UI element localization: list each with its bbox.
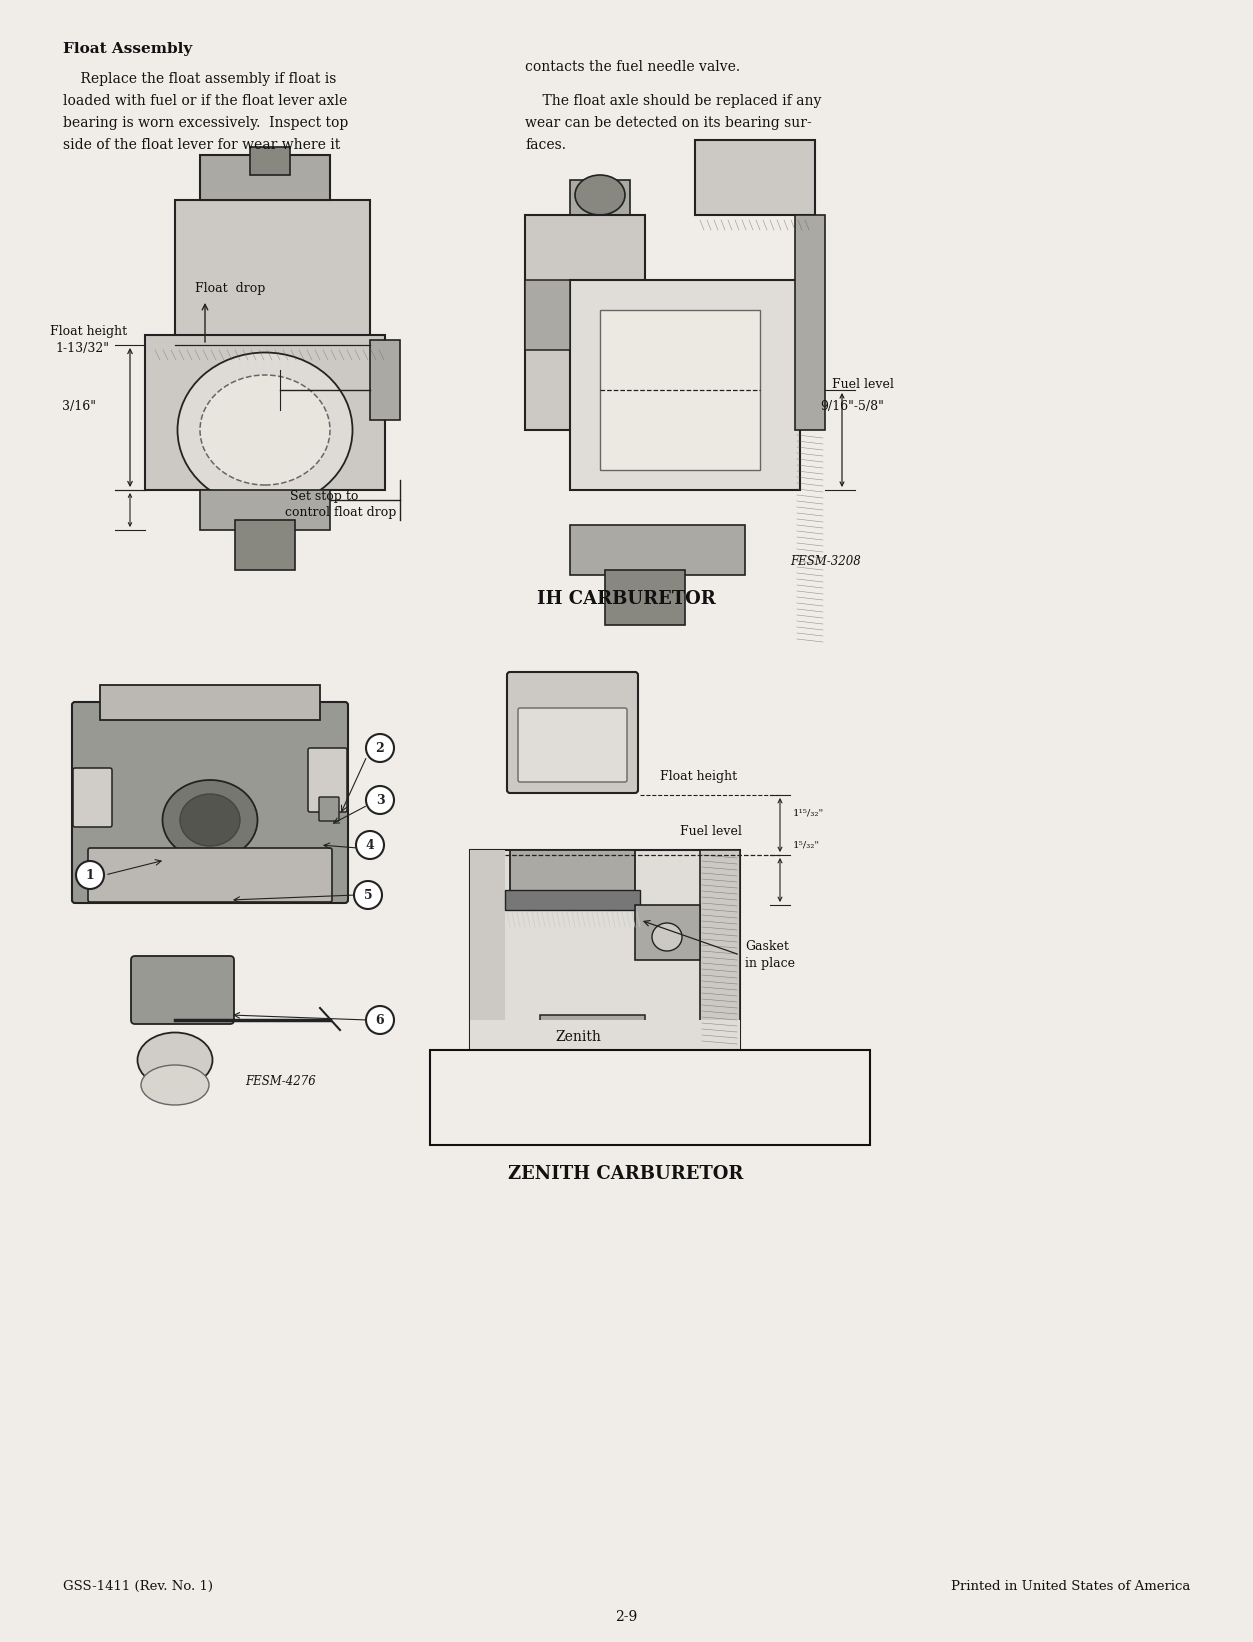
FancyBboxPatch shape — [470, 851, 505, 1049]
Text: Float height: Float height — [660, 770, 737, 783]
FancyBboxPatch shape — [370, 340, 400, 420]
Text: 1: 1 — [85, 869, 94, 882]
FancyBboxPatch shape — [251, 148, 289, 176]
FancyBboxPatch shape — [570, 181, 630, 235]
Text: side of the float lever for wear where it: side of the float lever for wear where i… — [63, 138, 341, 153]
Text: contacts the fuel needle valve.: contacts the fuel needle valve. — [525, 61, 741, 74]
Text: in place: in place — [746, 957, 794, 970]
Ellipse shape — [652, 923, 682, 951]
FancyBboxPatch shape — [517, 708, 626, 782]
Text: FESM-2617: FESM-2617 — [700, 1056, 771, 1067]
Text: 3.  Fuel valve         6.  Float axle: 3. Fuel valve 6. Float axle — [440, 1103, 655, 1117]
FancyBboxPatch shape — [540, 1015, 645, 1049]
Text: GSS-1411 (Rev. No. 1): GSS-1411 (Rev. No. 1) — [63, 1580, 213, 1593]
Ellipse shape — [180, 795, 241, 846]
Text: 2-9: 2-9 — [615, 1611, 637, 1624]
Text: Gasket: Gasket — [746, 939, 789, 952]
FancyBboxPatch shape — [88, 847, 332, 901]
Ellipse shape — [178, 353, 352, 507]
FancyBboxPatch shape — [430, 1049, 870, 1144]
Circle shape — [366, 1007, 393, 1034]
Ellipse shape — [575, 176, 625, 215]
Ellipse shape — [138, 1033, 213, 1087]
FancyBboxPatch shape — [507, 672, 638, 793]
Circle shape — [76, 860, 104, 888]
Text: 6: 6 — [376, 1013, 385, 1026]
Text: 5: 5 — [363, 888, 372, 901]
FancyBboxPatch shape — [470, 851, 741, 1049]
FancyBboxPatch shape — [145, 335, 385, 489]
FancyBboxPatch shape — [695, 140, 814, 215]
Text: The float axle should be replaced if any: The float axle should be replaced if any — [525, 94, 822, 108]
Text: 9/16"-5/8": 9/16"-5/8" — [819, 401, 883, 414]
Text: Float height: Float height — [50, 325, 127, 338]
Text: 3/16": 3/16" — [61, 401, 96, 414]
Text: Printed in United States of America: Printed in United States of America — [951, 1580, 1190, 1593]
FancyBboxPatch shape — [470, 1020, 741, 1049]
FancyBboxPatch shape — [132, 956, 234, 1025]
FancyBboxPatch shape — [510, 851, 635, 905]
FancyBboxPatch shape — [570, 281, 799, 489]
FancyBboxPatch shape — [525, 281, 570, 350]
FancyBboxPatch shape — [73, 768, 112, 828]
Text: FESM-4276: FESM-4276 — [246, 1076, 316, 1089]
Ellipse shape — [200, 374, 330, 484]
Text: faces.: faces. — [525, 138, 566, 153]
FancyBboxPatch shape — [320, 796, 340, 821]
Circle shape — [356, 831, 383, 859]
Text: control float drop: control float drop — [284, 506, 396, 519]
FancyBboxPatch shape — [794, 215, 824, 430]
FancyBboxPatch shape — [600, 310, 761, 470]
Ellipse shape — [163, 780, 258, 860]
Circle shape — [366, 734, 393, 762]
Text: FESM-3208: FESM-3208 — [789, 555, 861, 568]
Text: 3: 3 — [376, 793, 385, 806]
FancyBboxPatch shape — [700, 851, 741, 1049]
Text: wear can be detected on its bearing sur-: wear can be detected on its bearing sur- — [525, 117, 812, 130]
Text: 2.  Fuel valve seat  5.  Float: 2. Fuel valve seat 5. Float — [440, 1082, 626, 1095]
Text: 1.  Throttle body    4.  Float axle support: 1. Throttle body 4. Float axle support — [440, 1061, 712, 1072]
FancyBboxPatch shape — [200, 154, 330, 200]
Circle shape — [355, 882, 382, 910]
Text: Fuel level: Fuel level — [832, 378, 893, 391]
FancyBboxPatch shape — [100, 685, 320, 719]
Text: 4: 4 — [366, 839, 375, 852]
Circle shape — [366, 787, 393, 814]
Text: 1⁵/₃₂": 1⁵/₃₂" — [793, 841, 821, 849]
FancyBboxPatch shape — [175, 200, 370, 340]
FancyBboxPatch shape — [308, 749, 347, 813]
Text: IH CARBURETOR: IH CARBURETOR — [536, 589, 715, 608]
FancyBboxPatch shape — [71, 703, 348, 903]
Text: 1¹⁵/₃₂": 1¹⁵/₃₂" — [793, 808, 824, 818]
FancyBboxPatch shape — [200, 489, 330, 530]
FancyBboxPatch shape — [236, 521, 294, 570]
Text: Float  drop: Float drop — [195, 282, 266, 296]
Text: Zenith: Zenith — [555, 1030, 601, 1044]
Text: Replace the float assembly if float is: Replace the float assembly if float is — [63, 72, 336, 85]
Text: bearing is worn excessively.  Inspect top: bearing is worn excessively. Inspect top — [63, 117, 348, 130]
Text: ZENITH CARBURETOR: ZENITH CARBURETOR — [509, 1166, 744, 1182]
Text: 2: 2 — [376, 742, 385, 755]
FancyBboxPatch shape — [525, 215, 645, 430]
Text: Fuel level: Fuel level — [680, 824, 742, 837]
Text: 1-13/32": 1-13/32" — [55, 342, 109, 355]
Ellipse shape — [142, 1066, 209, 1105]
FancyBboxPatch shape — [505, 890, 640, 910]
Text: Set stop to: Set stop to — [289, 489, 358, 502]
FancyBboxPatch shape — [635, 905, 700, 961]
FancyBboxPatch shape — [570, 525, 746, 575]
Text: loaded with fuel or if the float lever axle: loaded with fuel or if the float lever a… — [63, 94, 347, 108]
Text: Float Assembly: Float Assembly — [63, 43, 192, 56]
FancyBboxPatch shape — [605, 570, 685, 626]
